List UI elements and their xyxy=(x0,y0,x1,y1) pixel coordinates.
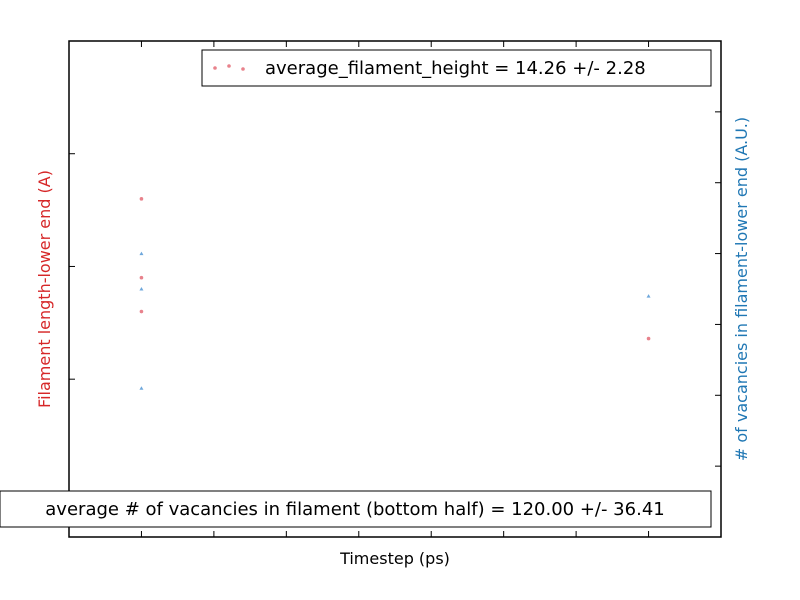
y-axis-label-left: Filament length-lower end (A) xyxy=(35,170,54,408)
vacancy-point xyxy=(139,287,144,291)
y-axis-label-right: # of vacancies in filament-lower end (A.… xyxy=(732,117,751,461)
legend-marker xyxy=(213,64,245,71)
legend-marker-dot xyxy=(227,64,231,68)
filament-height-point xyxy=(646,336,651,341)
vacancy-point xyxy=(139,386,144,390)
vacancy-point xyxy=(646,294,651,298)
filament-height-point xyxy=(139,275,144,280)
filament-height-point xyxy=(139,309,144,314)
plot-area xyxy=(68,40,722,538)
legend-bottom-box xyxy=(0,490,712,528)
legend-marker-dot xyxy=(213,66,217,70)
legend-marker-dot xyxy=(241,67,245,71)
filament-height-point xyxy=(139,197,144,201)
legend-top-box xyxy=(201,49,712,87)
data-points xyxy=(139,197,651,390)
legend-top-text: average_filament_height = 14.26 +/- 2.28 xyxy=(265,58,646,79)
legend-bottom-text: average # of vacancies in filament (bott… xyxy=(45,499,664,520)
legend-top: average_filament_height = 14.26 +/- 2.28 xyxy=(201,49,712,87)
x-axis-label: Timestep (ps) xyxy=(339,549,450,568)
ticks xyxy=(69,41,721,537)
vacancy-point xyxy=(139,251,144,256)
legend-bottom: average # of vacancies in filament (bott… xyxy=(0,490,712,528)
